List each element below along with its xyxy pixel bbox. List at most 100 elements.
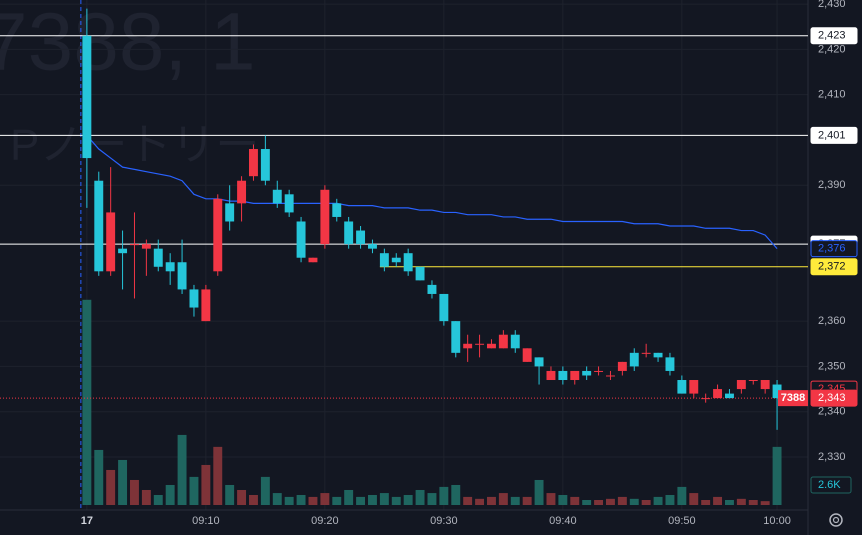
volume-bar [379, 493, 389, 505]
candle-body [617, 361, 627, 371]
price-tag [810, 27, 858, 45]
candle-body [606, 375, 615, 377]
candle-body [106, 212, 116, 272]
candle-body [522, 348, 532, 362]
volume-bar [368, 494, 377, 505]
candle-body [653, 352, 663, 358]
y-tick-label: 2,360 [818, 315, 846, 327]
y-tick-label: 2,390 [818, 179, 846, 191]
candle-body [332, 203, 342, 217]
candle-body [439, 293, 449, 322]
y-tick-label: 2,420 [818, 43, 846, 55]
volume-bar [713, 496, 723, 505]
candle-body [344, 221, 354, 245]
candle-body [415, 266, 425, 281]
candle-body [272, 189, 282, 204]
candle-body [463, 343, 473, 349]
volume-tag [810, 476, 852, 494]
candle-body [724, 393, 734, 399]
x-tick-label: 09:30 [430, 515, 458, 527]
volume-bar [522, 496, 532, 505]
candle-body [701, 398, 711, 400]
y-tick-label: 2,350 [818, 360, 846, 372]
volume-bar [534, 479, 544, 505]
volume-tag-label: 2.6K [818, 479, 841, 491]
candle-body [510, 334, 520, 349]
vwap-line [86, 135, 778, 250]
volume-bar [748, 499, 758, 505]
volume-bar [189, 476, 199, 505]
price-tag [810, 240, 858, 258]
volume-bar [213, 446, 223, 505]
candle-body [225, 203, 235, 222]
candle-body [760, 380, 770, 390]
candle-body [582, 370, 592, 376]
y-tick-label: 2,330 [818, 451, 846, 463]
candle-body [141, 244, 151, 249]
volume-bar [570, 496, 580, 505]
candle-body [736, 380, 746, 390]
volume-bar [475, 498, 485, 505]
volume-bar [451, 484, 461, 505]
y-tick-label: 2,430 [818, 0, 846, 10]
volume-bar [284, 496, 294, 505]
candle-body [451, 321, 461, 353]
settings-icon[interactable] [829, 513, 843, 527]
volume-bar [320, 493, 330, 505]
volume-bar [558, 494, 568, 505]
candle-body [748, 380, 758, 382]
candle-body [94, 180, 104, 272]
volume-bar [141, 489, 151, 505]
volume-bar [201, 464, 211, 505]
price-tag-label: 2,401 [818, 129, 846, 141]
volume-bar [439, 486, 449, 505]
volume-bar [641, 499, 651, 505]
x-tick-label: 09:10 [192, 515, 220, 527]
volume-bar [118, 459, 128, 505]
volume-bar [653, 496, 663, 505]
candle-body [391, 257, 401, 263]
volume-bar [415, 489, 425, 505]
candle-body [772, 384, 782, 399]
volume-bar [701, 499, 711, 505]
volume-bar [272, 493, 282, 505]
x-tick-label: 10:00 [763, 515, 791, 527]
candle-body [487, 343, 496, 349]
candle-body [189, 289, 199, 308]
candle-body [356, 230, 366, 245]
volume-bar [106, 469, 116, 505]
price-tag [810, 389, 858, 407]
volume-bar [82, 299, 92, 505]
volume-bar [498, 493, 508, 505]
volume-bar [487, 496, 496, 505]
volume-bar [153, 494, 163, 505]
candle-body [379, 253, 389, 267]
volume-bar [296, 494, 306, 505]
volume-bar [724, 499, 734, 505]
candle-body [368, 244, 377, 249]
candle-body [118, 248, 128, 254]
candle-body [201, 289, 211, 322]
volume-bar [260, 476, 270, 505]
candle-body [296, 221, 306, 258]
candle-body [165, 262, 175, 272]
volume-bar [736, 498, 746, 505]
volume-bar [308, 496, 318, 505]
volume-bar [225, 484, 235, 505]
candle-body [498, 334, 508, 349]
volume-bar [606, 498, 615, 505]
y-tick-label: 2,340 [818, 406, 846, 418]
candle-body [237, 180, 247, 204]
volume-bar [391, 496, 401, 505]
volume-bar [546, 493, 556, 505]
volume-bar [665, 494, 675, 505]
candle-body [641, 352, 651, 354]
volume-bar [510, 496, 520, 505]
x-tick-label: 09:40 [549, 515, 577, 527]
candle-body [546, 370, 556, 381]
x-tick-label: 09:50 [668, 515, 696, 527]
volume-bar [177, 434, 187, 505]
volume-bar [356, 496, 366, 505]
price-tag-label: 2,372 [818, 261, 846, 273]
